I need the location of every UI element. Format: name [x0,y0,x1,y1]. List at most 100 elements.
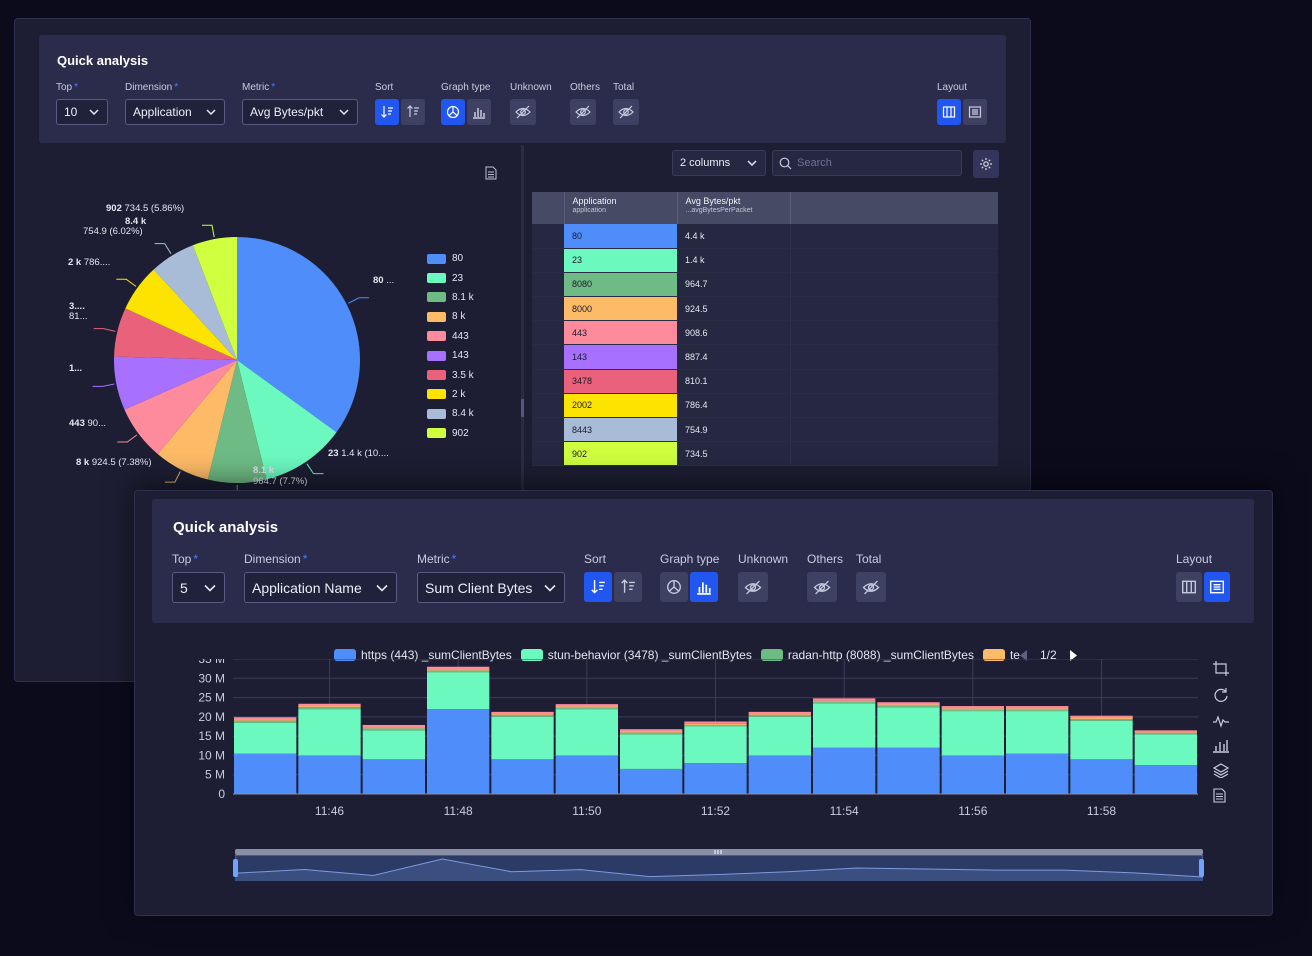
pie-slice[interactable] [114,356,237,410]
table-row[interactable]: 3478 810.1 [532,369,998,394]
bar-segment[interactable] [555,755,618,794]
bar-segment[interactable] [1006,709,1069,712]
bar-segment[interactable] [684,721,747,724]
bar-segment[interactable] [362,730,425,760]
bar-segment[interactable] [813,747,876,794]
back-dimension-select[interactable]: Application [125,99,225,125]
table-row[interactable]: 2002 786.4 [532,393,998,419]
bar-segment[interactable] [1006,753,1069,795]
front-metric-select[interactable]: Sum Client Bytes [417,572,565,603]
bar-segment[interactable] [620,732,683,735]
bar-segment[interactable] [555,707,618,710]
zoom-slider-grip-icon[interactable] [713,849,723,855]
bar-segment[interactable] [620,734,683,769]
table-row[interactable]: 8443 754.9 [532,417,998,443]
table-row[interactable]: 8000 924.5 [532,296,998,322]
pie-legend-item[interactable]: 3.5 k [427,365,474,384]
bar-segment[interactable] [1070,720,1133,760]
back-top-select[interactable]: 10 [56,99,108,125]
pie-slice[interactable] [237,360,337,480]
legend-next-icon[interactable] [1069,649,1077,661]
bar-segment[interactable] [491,714,554,716]
bar-segment[interactable] [234,717,297,720]
bar-segment[interactable] [941,711,1004,756]
bar-segment[interactable] [234,753,297,795]
bar-segment[interactable] [362,728,425,731]
back-metric-select[interactable]: Avg Bytes/pkt [242,99,358,125]
bar-segment[interactable] [813,701,876,704]
bar-segment[interactable] [555,706,618,708]
bar-segment[interactable] [298,709,361,756]
front-dimension-select[interactable]: Application Name [244,572,397,603]
pie-legend-item[interactable]: 2 k [427,385,474,404]
pie-legend-item[interactable]: 902 [427,424,474,443]
bar-legend-item[interactable]: te [982,648,1020,662]
bar-segment[interactable] [427,672,490,710]
bar-segment[interactable] [813,698,876,701]
bar-segment[interactable] [1134,765,1197,794]
pie-slice[interactable] [157,360,237,480]
layout-columns-button[interactable] [1176,572,1202,602]
bar-segment[interactable] [941,708,1004,710]
bar-segment[interactable] [620,768,683,794]
bar-segment[interactable] [1006,711,1069,754]
layout-rows-button[interactable] [963,99,987,125]
front-top-select[interactable]: 5 [172,572,225,603]
zoom-crop-icon[interactable] [1213,661,1229,676]
table-row[interactable]: 443 908.6 [532,320,998,346]
table-header-application[interactable]: Application application [564,192,678,224]
bar-segment[interactable] [427,666,490,670]
bar-segment[interactable] [748,755,811,794]
back-others-toggle[interactable] [570,99,596,125]
table-row[interactable]: 902 734.5 [532,441,998,467]
bar-segment[interactable] [362,759,425,794]
bar-segment[interactable] [877,747,940,794]
columns-select[interactable]: 2 columns [672,150,766,176]
back-splitter-handle[interactable] [521,399,524,417]
legend-prev-icon[interactable] [1020,649,1028,661]
bar-chart-button[interactable] [467,99,491,125]
front-unknown-toggle[interactable] [738,572,768,602]
bar-segment[interactable] [1070,715,1133,719]
bar-segment[interactable] [1070,719,1133,721]
pie-slice[interactable] [207,360,267,483]
bar-segment[interactable] [1134,733,1197,735]
pie-legend-item[interactable]: 8.1 k [427,288,474,307]
bar-segment[interactable] [877,704,940,706]
table-row[interactable]: 8080 964.7 [532,272,998,298]
bar-segment[interactable] [684,726,747,764]
front-others-toggle[interactable] [807,572,837,602]
bar-segment[interactable] [877,705,940,708]
bar-segment[interactable] [748,715,811,717]
pie-slice[interactable] [237,237,360,433]
bar-chart-icon[interactable] [1213,738,1229,753]
sort-descending-button[interactable] [584,572,612,602]
bar-chart-button[interactable] [690,572,718,602]
export-document-icon[interactable] [485,166,497,180]
table-row[interactable]: 23 1.4 k [532,248,998,273]
bar-segment[interactable] [748,714,811,716]
table-settings-button[interactable] [973,150,999,178]
bar-segment[interactable] [748,711,811,715]
sort-ascending-button[interactable] [614,572,642,602]
bar-segment[interactable] [1006,708,1069,710]
bar-segment[interactable] [813,703,876,748]
layout-rows-button[interactable] [1204,572,1230,602]
bar-segment[interactable] [427,669,490,671]
bar-segment[interactable] [298,706,361,708]
bar-segment[interactable] [234,719,297,721]
bar-segment[interactable] [555,704,618,707]
bar-segment[interactable] [427,670,490,673]
bar-segment[interactable] [748,716,811,756]
sort-descending-button[interactable] [375,99,399,125]
back-total-toggle[interactable] [613,99,639,125]
pie-legend-item[interactable]: 443 [427,327,474,346]
pie-legend-item[interactable]: 143 [427,346,474,365]
bar-segment[interactable] [684,723,747,725]
bar-segment[interactable] [813,700,876,702]
sort-ascending-button[interactable] [401,99,425,125]
bar-segment[interactable] [620,729,683,732]
bar-segment[interactable] [684,763,747,794]
bar-segment[interactable] [877,702,940,705]
pie-slice[interactable] [114,308,237,360]
